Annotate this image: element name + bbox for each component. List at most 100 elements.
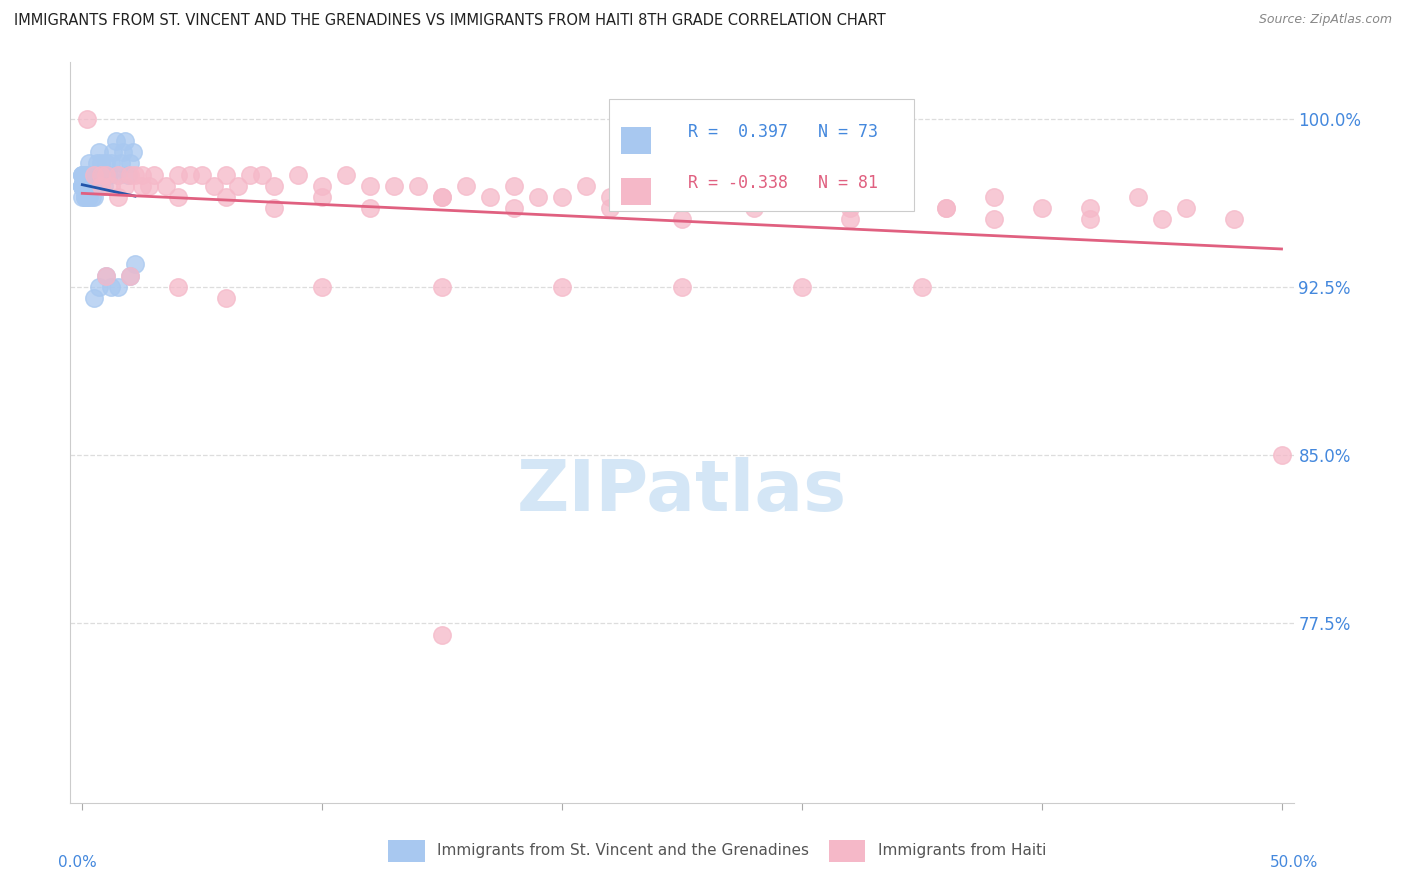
Point — [1222, 212, 1244, 227]
Bar — [621, 178, 651, 204]
Point — [96, 268, 118, 283]
Point — [72, 168, 94, 182]
Point — [73, 168, 96, 182]
Point — [73, 178, 96, 193]
Point — [79, 156, 101, 170]
Point — [73, 178, 96, 193]
Point — [454, 178, 477, 193]
Point — [671, 280, 693, 294]
Point — [551, 280, 574, 294]
Point — [790, 190, 813, 204]
Text: Immigrants from St. Vincent and the Grenadines: Immigrants from St. Vincent and the Gren… — [437, 844, 810, 858]
Point — [838, 212, 860, 227]
Point — [87, 145, 110, 160]
Point — [742, 201, 765, 215]
Point — [311, 280, 333, 294]
Point — [215, 291, 238, 305]
Point — [76, 168, 98, 182]
Point — [167, 190, 190, 204]
Point — [120, 156, 142, 170]
Text: ZIPatlas: ZIPatlas — [517, 458, 846, 526]
Point — [79, 168, 101, 182]
Point — [1174, 201, 1197, 215]
Point — [97, 168, 120, 182]
Point — [935, 201, 957, 215]
Point — [79, 178, 101, 193]
Point — [90, 178, 112, 193]
Point — [93, 168, 115, 182]
Point — [599, 201, 621, 215]
Point — [96, 168, 118, 182]
Point — [742, 190, 765, 204]
Point — [131, 168, 153, 182]
Point — [790, 280, 813, 294]
Point — [107, 168, 129, 182]
Point — [90, 156, 112, 170]
Point — [120, 168, 142, 182]
Point — [103, 145, 125, 160]
Point — [671, 212, 693, 227]
Bar — [609, 99, 914, 211]
Point — [76, 178, 98, 193]
Point — [599, 190, 621, 204]
Point — [575, 178, 598, 193]
Point — [90, 168, 112, 182]
Point — [76, 178, 98, 193]
Point — [551, 190, 574, 204]
Point — [647, 190, 669, 204]
Text: 0.0%: 0.0% — [58, 855, 97, 870]
Point — [83, 168, 105, 182]
Bar — [621, 127, 651, 153]
Point — [96, 168, 118, 182]
Point — [406, 178, 429, 193]
Text: 50.0%: 50.0% — [1270, 855, 1317, 870]
Point — [359, 178, 381, 193]
Point — [359, 201, 381, 215]
Point — [76, 178, 98, 193]
Point — [1126, 190, 1149, 204]
Point — [76, 178, 98, 193]
Point — [73, 190, 96, 204]
Point — [72, 178, 94, 193]
Point — [110, 156, 132, 170]
Point — [76, 112, 98, 126]
Point — [131, 178, 153, 193]
Point — [72, 190, 94, 204]
Point — [503, 201, 526, 215]
Point — [121, 145, 143, 160]
Point — [72, 178, 94, 193]
Point — [215, 190, 238, 204]
Point — [107, 168, 129, 182]
Point — [87, 168, 110, 182]
Point — [120, 268, 142, 283]
Point — [80, 168, 103, 182]
Point — [138, 178, 160, 193]
Point — [167, 280, 190, 294]
Point — [503, 178, 526, 193]
Point — [112, 145, 135, 160]
Point — [202, 178, 225, 193]
Point — [96, 268, 118, 283]
Point — [83, 190, 105, 204]
Point — [124, 257, 146, 271]
Point — [100, 156, 122, 170]
Point — [86, 178, 108, 193]
Point — [107, 190, 129, 204]
Point — [671, 190, 693, 204]
Point — [79, 190, 101, 204]
Point — [79, 178, 101, 193]
Point — [76, 190, 98, 204]
Point — [114, 134, 136, 148]
Point — [430, 190, 453, 204]
Point — [72, 168, 94, 182]
Point — [983, 190, 1005, 204]
Point — [838, 201, 860, 215]
Point — [911, 280, 934, 294]
Point — [479, 190, 502, 204]
Point — [90, 168, 112, 182]
Point — [311, 190, 333, 204]
Text: R =  0.397   N = 73: R = 0.397 N = 73 — [688, 123, 877, 141]
Point — [226, 178, 249, 193]
Point — [72, 178, 94, 193]
Point — [80, 168, 103, 182]
